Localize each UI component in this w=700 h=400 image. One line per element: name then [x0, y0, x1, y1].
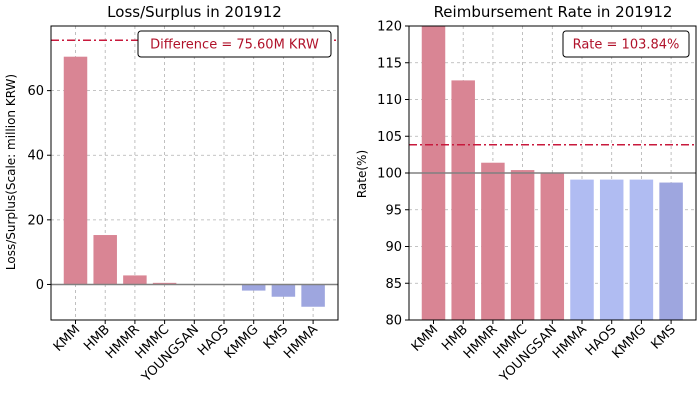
- x-tick-label: KMMG: [222, 322, 262, 362]
- plot-frame: [408, 25, 697, 321]
- annotation-frame: [137, 30, 332, 58]
- y-tick-label: 85: [385, 277, 402, 292]
- reimbursement-rate-chart: Reimbursement Rate in 201912 Rate(%) 808…: [355, 3, 697, 386]
- y-tick-label: 90: [385, 240, 402, 255]
- bar-hmma: [301, 284, 325, 307]
- y-tick-label: 110: [377, 93, 402, 108]
- bar-series: [421, 26, 683, 320]
- rate-annotation: Rate = 103.84%: [573, 38, 680, 53]
- y-tick-label: 20: [27, 213, 44, 228]
- chart-title: Loss/Surplus in 201912: [107, 3, 282, 21]
- x-tick-label: HMMA: [281, 322, 321, 362]
- bar-kms: [659, 182, 683, 320]
- x-tick-label: KMMG: [610, 322, 650, 362]
- y-tick-label: 80: [385, 314, 402, 329]
- bar-series: [63, 56, 325, 307]
- y-tick-label: 105: [377, 130, 402, 145]
- bar-kms: [271, 284, 296, 297]
- y-axis-label: Rate(%): [355, 150, 369, 198]
- bar-hmb: [93, 235, 117, 285]
- bar-kmm: [63, 56, 88, 285]
- bar-kmmg: [629, 179, 654, 320]
- loss-surplus-chart: Loss/Surplus in 201912 Loss/Surplus(Scal…: [4, 3, 339, 386]
- bar-kmmg: [241, 284, 266, 291]
- y-tick-label: 120: [377, 20, 402, 35]
- y-tick-label: 95: [385, 203, 402, 218]
- difference-annotation: Difference = 75.60M KRW: [150, 38, 319, 53]
- plot-frame: [50, 25, 339, 321]
- x-tick-label: KMM: [409, 322, 442, 355]
- annotation-box: Difference = 75.60M KRW: [137, 30, 332, 58]
- bar-haos: [599, 179, 624, 320]
- y-tick-label: 60: [27, 84, 44, 99]
- y-axis-ticks: 80 85 90 95 100 105 110 115 120: [377, 20, 409, 329]
- bar-hmb: [451, 80, 475, 320]
- x-tick-label: HMMA: [550, 322, 590, 362]
- annotation-frame: [562, 30, 690, 58]
- y-tick-label: 40: [27, 149, 44, 164]
- y-tick-label: 115: [377, 56, 402, 71]
- chart-title: Reimbursement Rate in 201912: [434, 3, 673, 21]
- bar-hmmr: [123, 275, 147, 285]
- bar-hmma: [570, 179, 594, 320]
- bar-hmmc: [152, 282, 177, 285]
- x-tick-label: KMM: [51, 322, 84, 355]
- y-tick-label: 0: [36, 278, 44, 293]
- reference-lines: [409, 144, 696, 174]
- reference-lines: [51, 39, 338, 286]
- y-tick-label: 100: [377, 167, 402, 182]
- bar-youngsan: [540, 173, 565, 320]
- grid: [51, 26, 338, 320]
- bar-hmmc: [510, 170, 535, 320]
- bar-hmmr: [481, 162, 505, 320]
- annotation-box: Rate = 103.84%: [562, 30, 690, 58]
- y-axis-ticks: 0 20 40 60: [27, 84, 51, 293]
- y-axis-label: Loss/Surplus(Scale: million KRW): [4, 74, 18, 270]
- x-tick-label: KMS: [649, 322, 679, 352]
